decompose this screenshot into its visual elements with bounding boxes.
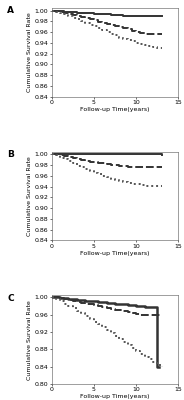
X-axis label: Follow-up Time(years): Follow-up Time(years) (80, 107, 150, 112)
Text: A: A (7, 6, 14, 15)
Y-axis label: Cumulative Survival Rate: Cumulative Survival Rate (27, 156, 32, 236)
Y-axis label: Cumulative Survival Rate: Cumulative Survival Rate (27, 300, 32, 380)
Text: C: C (7, 294, 14, 302)
X-axis label: Follow-up Time(years): Follow-up Time(years) (80, 394, 150, 399)
Text: B: B (7, 150, 14, 159)
Y-axis label: Cumulative Survival Rate: Cumulative Survival Rate (27, 12, 32, 92)
X-axis label: Follow-up Time(years): Follow-up Time(years) (80, 251, 150, 256)
